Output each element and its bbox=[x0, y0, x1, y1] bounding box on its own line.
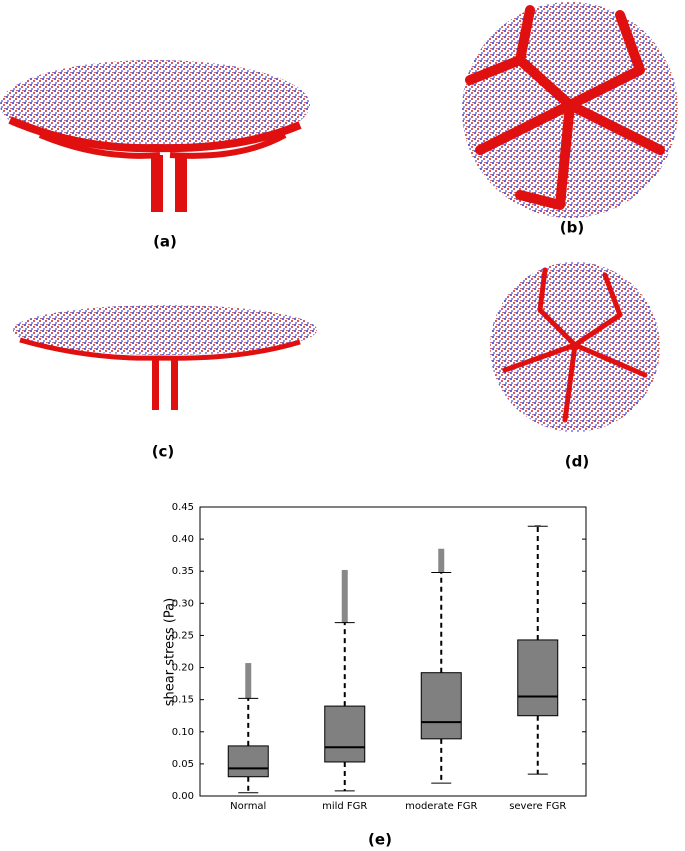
panel-label: (e) bbox=[368, 831, 392, 849]
y-tick-label: 0.15 bbox=[172, 695, 194, 706]
box bbox=[420, 672, 462, 740]
outliers bbox=[438, 548, 445, 573]
y-tick-label: 0.10 bbox=[172, 727, 194, 738]
tree-top-view bbox=[462, 2, 678, 218]
y-tick-label: 0.20 bbox=[172, 663, 194, 674]
outliers bbox=[534, 524, 541, 527]
box bbox=[517, 639, 559, 717]
x-tick-label: moderate FGR bbox=[405, 801, 477, 812]
panel-label: (b) bbox=[560, 219, 584, 237]
y-tick-label: 0.35 bbox=[172, 566, 194, 577]
x-tick-label: mild FGR bbox=[322, 801, 367, 812]
y-tick-label: 0.40 bbox=[172, 534, 194, 545]
y-tick-label: 0.30 bbox=[172, 598, 194, 609]
x-tick-label: severe FGR bbox=[509, 801, 566, 812]
y-tick-label: 0.45 bbox=[172, 502, 194, 513]
plot-frame bbox=[199, 506, 587, 797]
panel-label: (a) bbox=[153, 233, 177, 251]
panel-label: (c) bbox=[152, 443, 175, 461]
outliers bbox=[245, 663, 252, 699]
y-tick-label: 0.05 bbox=[172, 759, 194, 770]
y-axis-label: shear stress (Pa) bbox=[163, 598, 178, 706]
box bbox=[227, 745, 269, 778]
y-tick-label: 0.25 bbox=[172, 630, 194, 641]
outliers bbox=[341, 569, 348, 623]
y-tick-label: 0.00 bbox=[172, 791, 194, 802]
box bbox=[324, 705, 366, 763]
tree-side-view bbox=[0, 60, 310, 212]
x-tick-label: Normal bbox=[230, 801, 266, 812]
tree-top-view bbox=[490, 262, 660, 432]
panel-label: (d) bbox=[565, 453, 589, 471]
tree-side-view bbox=[13, 305, 317, 410]
